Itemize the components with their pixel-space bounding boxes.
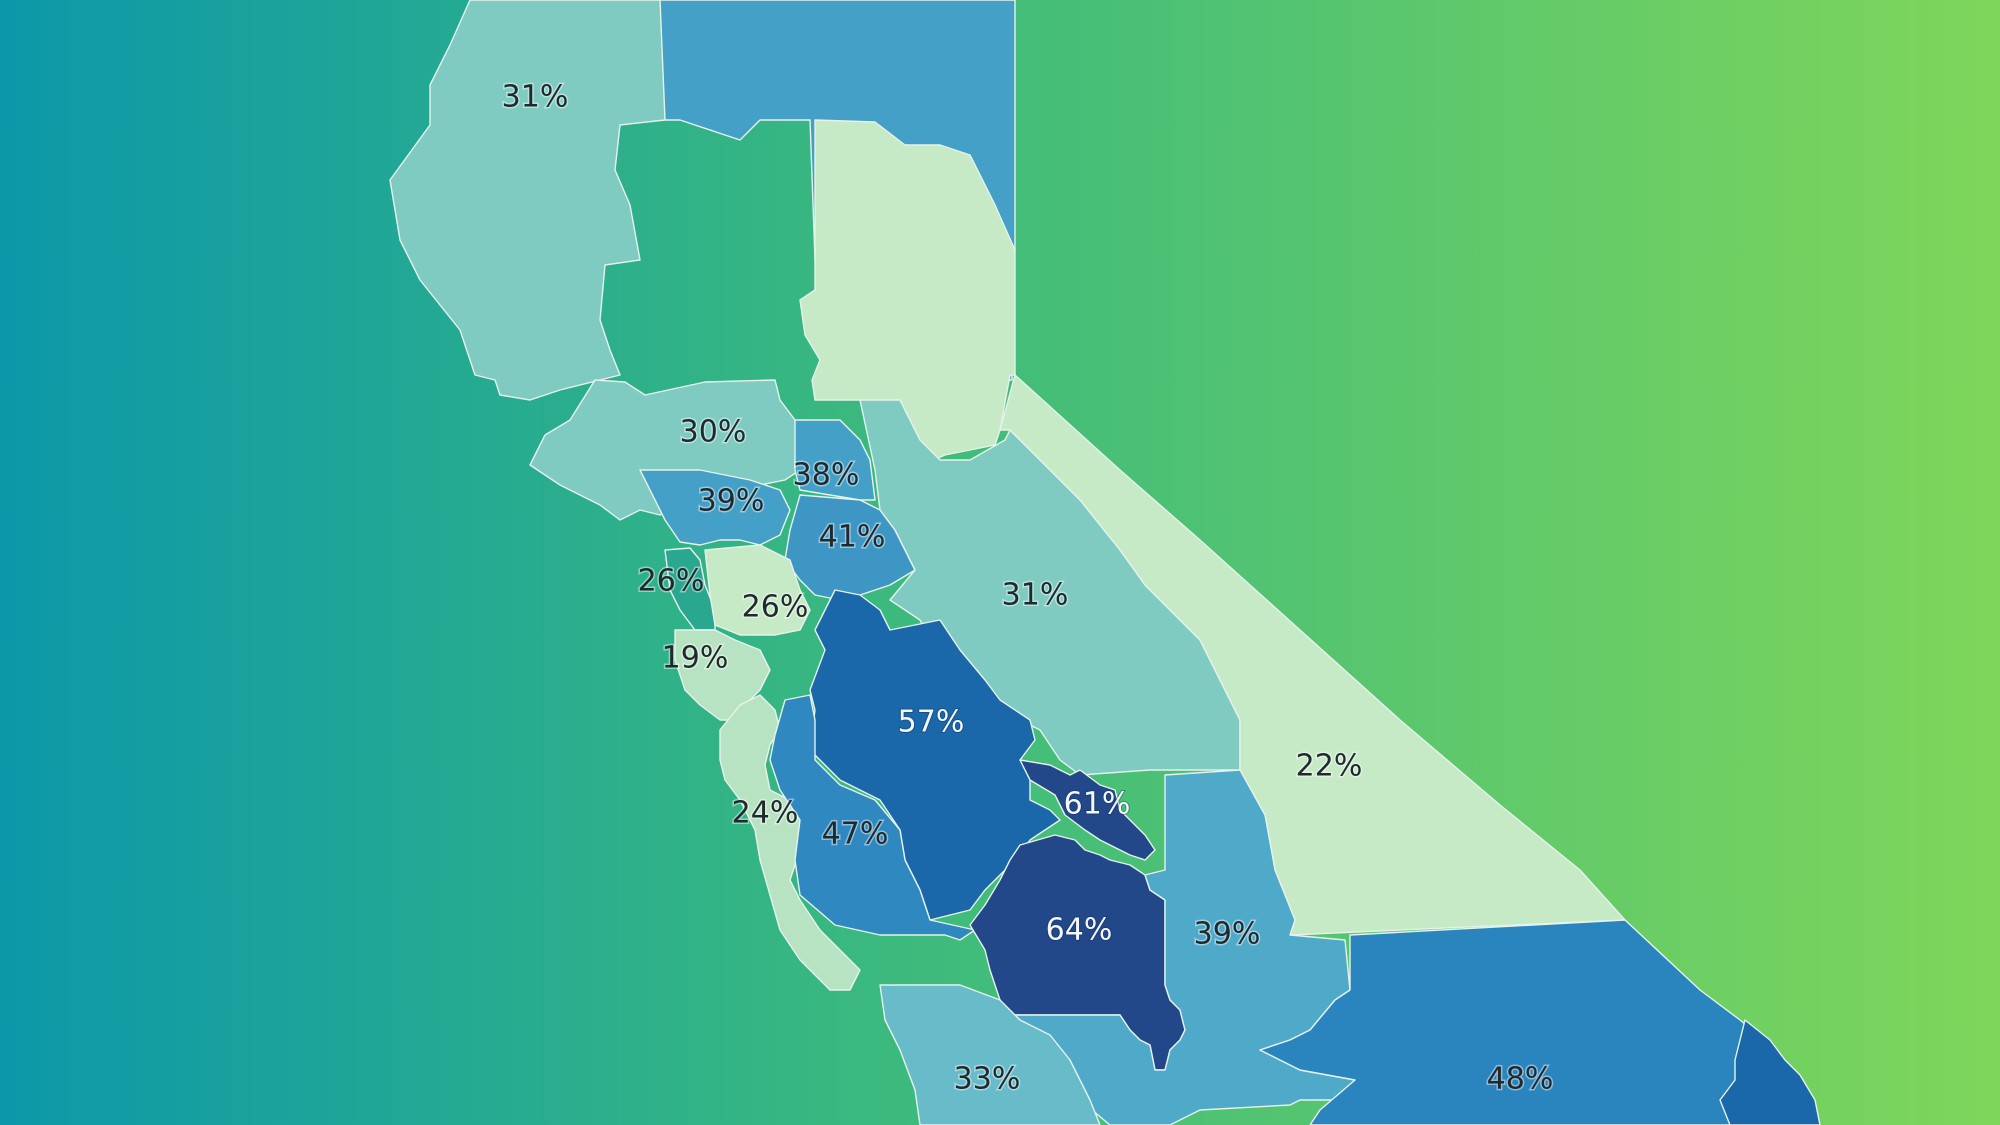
label-san-francisco: 26% bbox=[638, 564, 705, 599]
label-santa-cruz: 24% bbox=[732, 796, 799, 831]
label-north-coast: 31% bbox=[502, 80, 569, 115]
region-oakland[interactable] bbox=[704, 544, 811, 636]
label-fresno: 64% bbox=[1046, 913, 1113, 948]
label-oakland: 26% bbox=[742, 590, 809, 625]
region-southeast-edge[interactable] bbox=[1719, 1019, 1821, 1125]
label-central-valley-mid: 61% bbox=[1064, 787, 1131, 822]
region-central-valley-mid[interactable] bbox=[1019, 759, 1156, 861]
label-north-bay: 39% bbox=[698, 484, 765, 519]
region-sacramento[interactable] bbox=[794, 419, 876, 501]
region-central-coast[interactable] bbox=[879, 984, 1101, 1125]
label-sacramento: 38% bbox=[793, 458, 860, 493]
label-east-bay: 41% bbox=[819, 520, 886, 555]
regions-layer bbox=[389, 0, 1821, 1125]
label-eastern-sierra: 22% bbox=[1296, 749, 1363, 784]
label-sierra: 31% bbox=[1002, 578, 1069, 613]
label-central-coast: 33% bbox=[954, 1062, 1021, 1097]
labels-layer: 31% 30% 38% 39% 41% 26% 26% 31% 19% 22% … bbox=[500, 78, 1555, 1098]
label-monterey-inland: 47% bbox=[822, 817, 889, 852]
region-monterey-inland[interactable] bbox=[769, 694, 976, 941]
label-central-valley-north: 57% bbox=[898, 705, 965, 740]
label-peninsula: 19% bbox=[662, 641, 729, 676]
label-tulare: 39% bbox=[1194, 917, 1261, 952]
label-san-bernardino: 48% bbox=[1487, 1062, 1554, 1097]
region-northeast[interactable] bbox=[799, 119, 1016, 463]
label-north-bay-upper: 30% bbox=[680, 415, 747, 450]
region-north-coast[interactable] bbox=[389, 0, 666, 401]
region-santa-cruz[interactable] bbox=[719, 694, 861, 991]
